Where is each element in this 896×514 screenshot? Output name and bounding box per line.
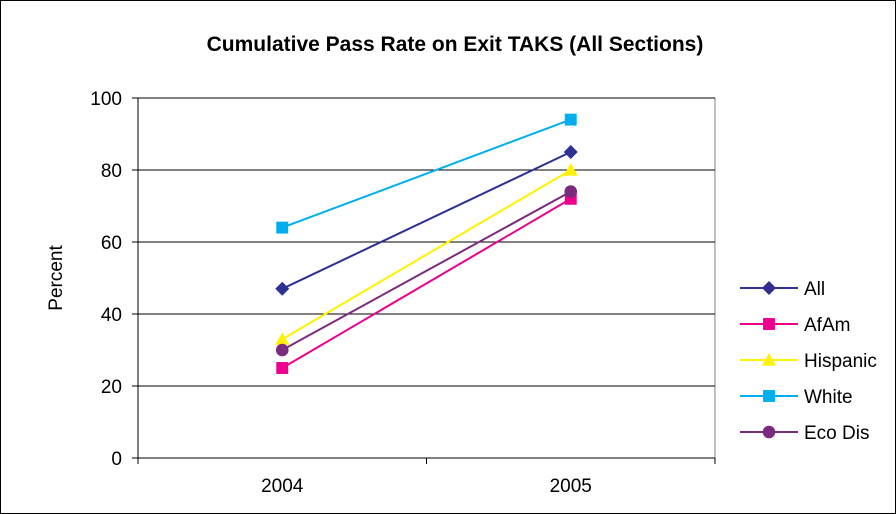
y-tick-label-40: 40 bbox=[101, 305, 122, 326]
data-point-all-2005 bbox=[563, 145, 578, 159]
data-point-white-2004 bbox=[276, 221, 289, 234]
legend-label-all: All bbox=[804, 279, 825, 300]
series-line-afam bbox=[281, 197, 572, 369]
plot-area: 0 20 40 60 80 100 2004 2005 bbox=[90, 89, 716, 497]
y-tick-label-100: 100 bbox=[90, 89, 122, 110]
series-line-hispanic bbox=[281, 169, 572, 341]
legend-marker-hispanic bbox=[762, 353, 776, 366]
series-line-eco-dis bbox=[281, 190, 572, 351]
data-point-afam-2004 bbox=[276, 362, 289, 374]
legend-marker-all bbox=[762, 281, 776, 295]
legend-marker-eco-dis bbox=[762, 425, 776, 439]
data-point-eco-dis-2005 bbox=[564, 185, 578, 198]
x-tick-label-2004: 2004 bbox=[261, 476, 304, 497]
data-point-hispanic-2005 bbox=[563, 163, 578, 176]
chart-title: Cumulative Pass Rate on Exit TAKS (All S… bbox=[207, 33, 704, 56]
data-point-all-2004 bbox=[275, 281, 290, 296]
plot-border bbox=[137, 97, 716, 459]
y-axis-label: Percent bbox=[46, 245, 67, 311]
series-line-white bbox=[281, 118, 572, 229]
legend-marker-white bbox=[763, 390, 775, 402]
legend-label-white: White bbox=[804, 387, 853, 408]
legend-label-hispanic: Hispanic bbox=[804, 351, 877, 372]
y-tick-label-20: 20 bbox=[101, 377, 122, 398]
data-point-eco-dis-2004 bbox=[275, 343, 289, 357]
data-point-white-2005 bbox=[564, 113, 577, 126]
x-tick-label-2005: 2005 bbox=[550, 476, 592, 497]
y-tick-label-60: 60 bbox=[101, 233, 122, 254]
y-tick-label-80: 80 bbox=[101, 161, 122, 182]
data-point-hispanic-2004 bbox=[275, 332, 290, 345]
legend-label-eco-dis: Eco Dis bbox=[804, 423, 869, 444]
legend: All AfAm Hispanic White Eco Dis bbox=[740, 279, 877, 444]
data-point-afam-2005 bbox=[564, 192, 577, 205]
legend-marker-afam bbox=[763, 318, 775, 330]
y-tick-label-0: 0 bbox=[111, 449, 122, 470]
legend-label-afam: AfAm bbox=[804, 315, 850, 336]
series-line-all bbox=[281, 151, 572, 290]
